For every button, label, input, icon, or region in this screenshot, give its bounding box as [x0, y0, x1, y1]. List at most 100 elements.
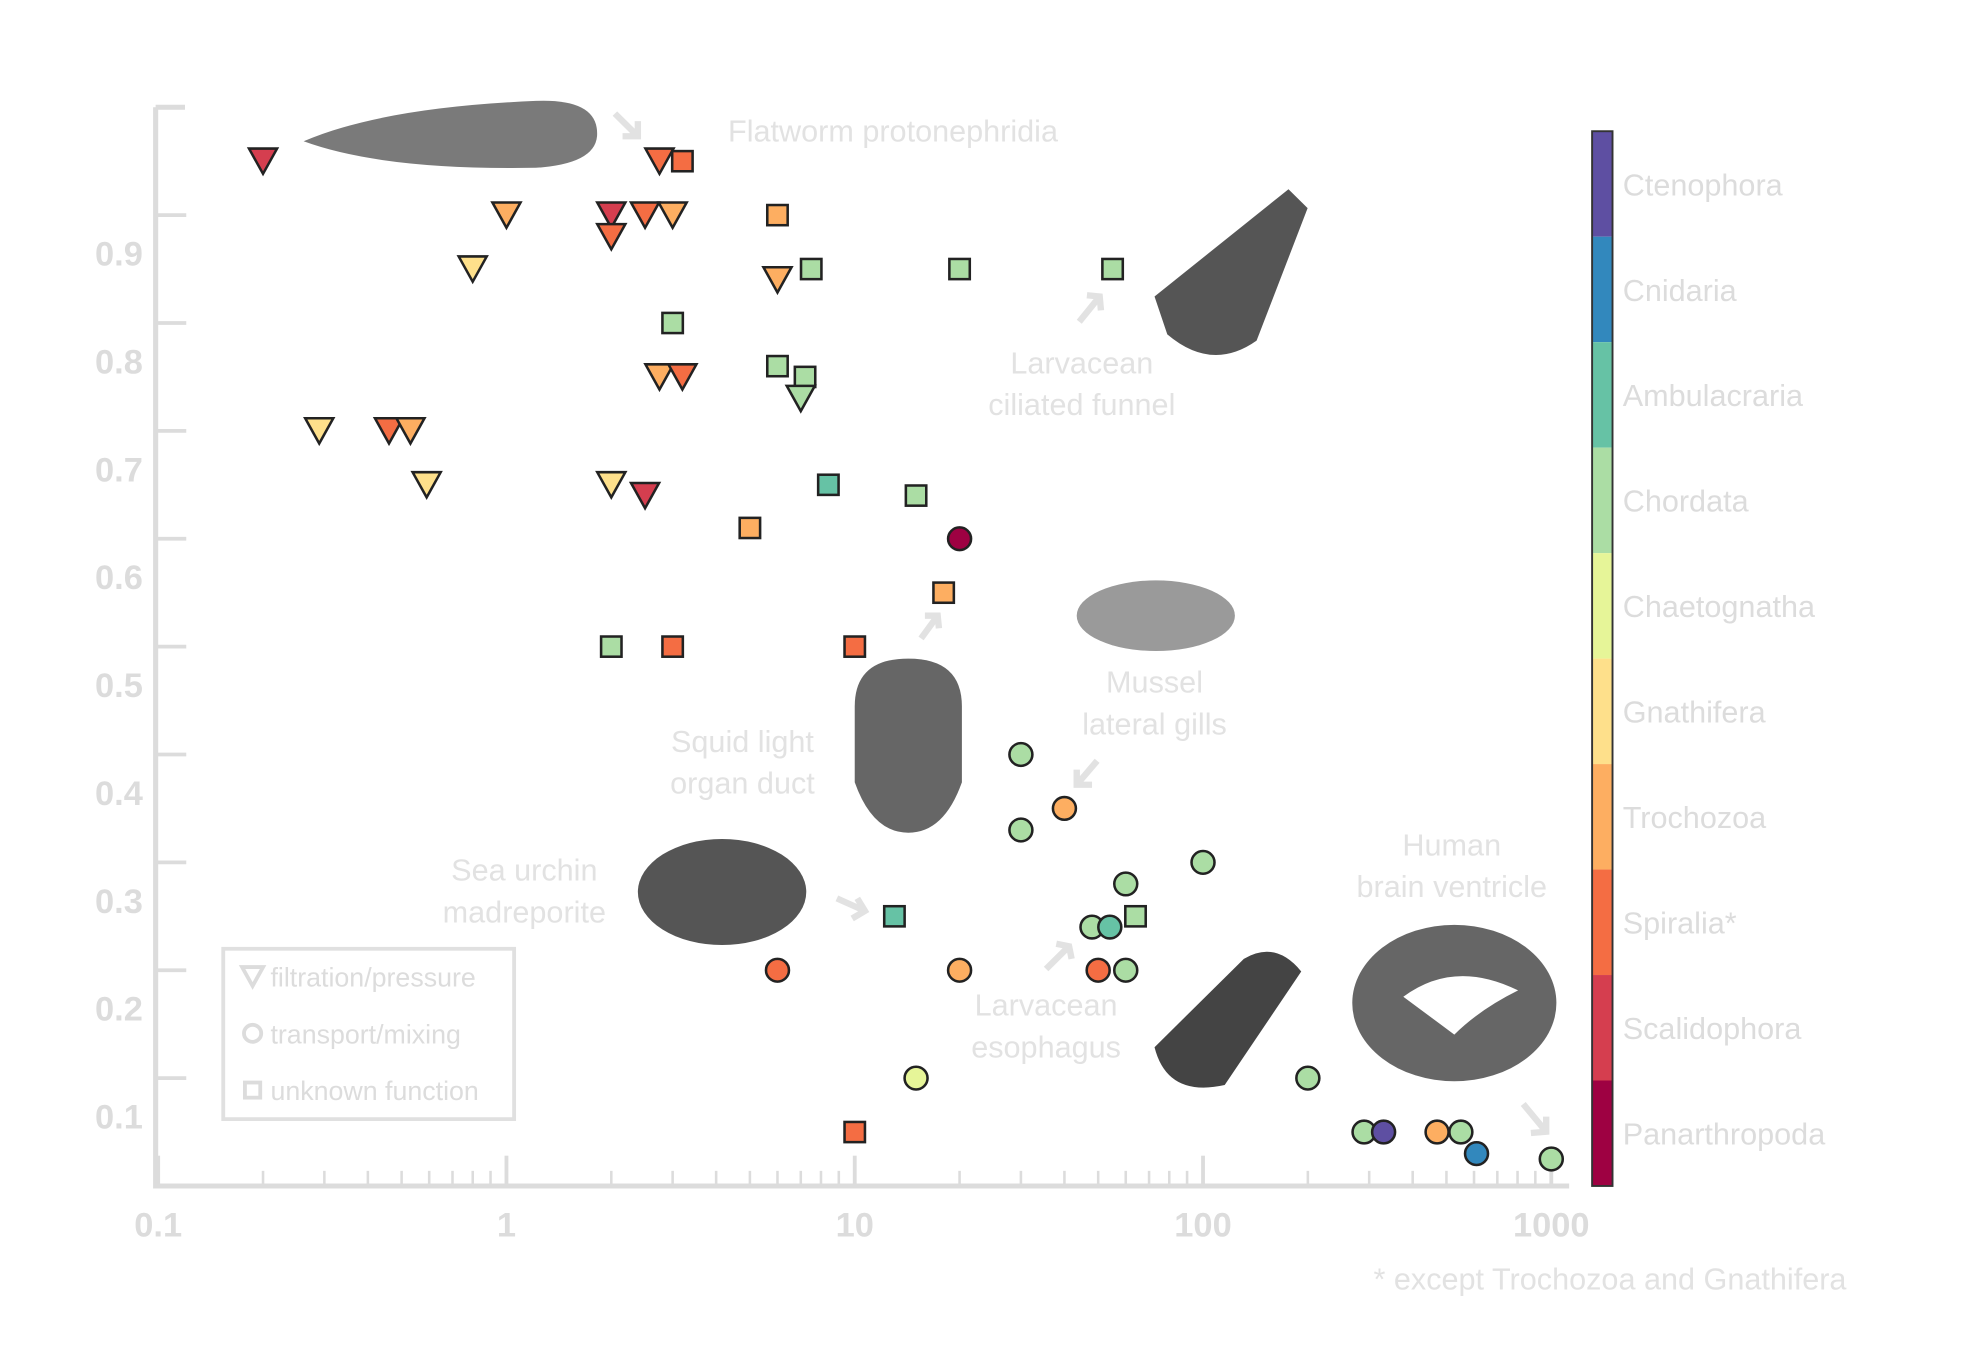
- funnel: [1154, 189, 1308, 355]
- illustrations: [303, 100, 1557, 1088]
- annotation: madreporite: [443, 895, 606, 929]
- annotation: Human: [1402, 829, 1501, 863]
- circle-marker: [1085, 957, 1111, 983]
- colorbar-segment: [1592, 447, 1613, 554]
- y-tick-label: 0.9: [95, 236, 143, 274]
- circle-marker: [1448, 1119, 1474, 1145]
- colorbar-label: Scalidophora: [1623, 1012, 1802, 1046]
- triangle-marker: [490, 201, 523, 231]
- colorbar-segment: [1592, 131, 1613, 237]
- triangle-marker: [761, 265, 794, 296]
- arrow: [835, 895, 870, 922]
- colorbar-label: Cnidaria: [1623, 274, 1737, 308]
- arrow: [1076, 292, 1105, 324]
- circle-marker: [1370, 1119, 1397, 1145]
- square-marker: [843, 635, 867, 658]
- annotation: esophagus: [971, 1030, 1121, 1064]
- triangle-marker: [595, 470, 628, 501]
- triangle-marker: [643, 147, 676, 177]
- square-marker: [932, 581, 956, 605]
- circle-marker: [242, 1022, 264, 1044]
- triangle-marker: [656, 201, 689, 231]
- annotation: organ duct: [670, 767, 815, 801]
- triangle-marker: [303, 416, 336, 447]
- esophagus: [1154, 951, 1302, 1088]
- circle-marker: [903, 1065, 929, 1091]
- colorbar-segment: [1592, 553, 1613, 659]
- x-tick-label: 0.1: [134, 1207, 182, 1245]
- circle-marker: [1097, 914, 1123, 940]
- x-tick-label: 1000: [1513, 1207, 1590, 1245]
- square-marker: [1124, 904, 1147, 928]
- circle-marker: [1008, 741, 1034, 768]
- legend-label: unknown function: [270, 1076, 478, 1106]
- square-marker: [904, 484, 928, 507]
- annotation: Larvacean: [975, 989, 1118, 1023]
- circle-marker: [1295, 1065, 1321, 1091]
- square-marker: [599, 635, 623, 658]
- circle-marker: [1112, 957, 1139, 983]
- colorbar-label: Trochozoa: [1623, 801, 1767, 835]
- triangle-marker: [595, 201, 628, 231]
- triangle-marker: [643, 363, 676, 393]
- square-marker: [882, 904, 906, 928]
- square-marker: [661, 311, 685, 335]
- x-tick-label: 10: [836, 1207, 874, 1245]
- circle-marker: [764, 957, 791, 983]
- triangle-marker: [394, 416, 427, 447]
- annotation: lateral gills: [1082, 707, 1227, 741]
- colorbar-segment: [1592, 869, 1613, 976]
- colorbar-label: Chordata: [1623, 485, 1749, 519]
- ventricle: [1403, 976, 1519, 1035]
- square-marker: [765, 354, 789, 378]
- y-tick-label: 0.6: [95, 559, 143, 597]
- circle-marker: [946, 526, 973, 552]
- circle-marker: [1112, 871, 1139, 897]
- triangle-marker: [666, 363, 699, 393]
- y-tick-label: 0.3: [95, 883, 143, 921]
- circle-marker: [1190, 849, 1216, 875]
- triangle-marker: [456, 255, 489, 285]
- square-marker: [793, 365, 817, 389]
- colorbar-label: Spiralia*: [1623, 907, 1737, 941]
- arrow: [612, 111, 642, 140]
- triangle-marker: [238, 965, 267, 990]
- circle-marker: [1538, 1146, 1565, 1172]
- triangle-marker: [784, 384, 817, 414]
- square-marker: [948, 257, 972, 281]
- colorbar-segment: [1592, 1080, 1613, 1186]
- y-tick-label: 0.7: [95, 451, 143, 489]
- annotation: Squid light: [671, 725, 814, 759]
- square-marker: [799, 257, 823, 281]
- arrow: [1043, 940, 1075, 972]
- arrow: [1073, 758, 1100, 788]
- square-marker: [661, 635, 685, 658]
- colorbar-label: Gnathifera: [1623, 696, 1766, 730]
- squid: [854, 658, 962, 833]
- annotation: Sea urchin: [451, 854, 597, 888]
- colorbar-label: Panarthropoda: [1623, 1118, 1826, 1152]
- colorbar-segment: [1592, 658, 1613, 765]
- triangle-marker: [410, 470, 443, 501]
- circle-marker: [1424, 1119, 1450, 1145]
- y-tick-label: 0.4: [95, 775, 143, 813]
- triangle-marker: [372, 416, 406, 447]
- triangle-marker: [628, 201, 662, 231]
- colorbar-segment: [1592, 342, 1613, 448]
- arrows: [612, 111, 1550, 1137]
- colorbar-label: Ctenophora: [1623, 168, 1783, 202]
- legend-label: transport/mixing: [270, 1020, 460, 1050]
- circle-marker: [1051, 795, 1078, 822]
- urchin: [637, 839, 807, 945]
- y-tick-label: 0.1: [95, 1099, 143, 1137]
- square-marker: [816, 473, 840, 497]
- y-tick-label: 0.8: [95, 344, 143, 382]
- square-marker: [765, 203, 789, 227]
- triangle-marker: [628, 481, 662, 511]
- annotation: Flatworm protonephridia: [728, 114, 1058, 148]
- colorbar-label: Ambulacraria: [1623, 379, 1803, 413]
- triangle-marker: [246, 147, 280, 177]
- triangle-marker: [595, 222, 628, 252]
- colorbar-segment: [1592, 975, 1613, 1081]
